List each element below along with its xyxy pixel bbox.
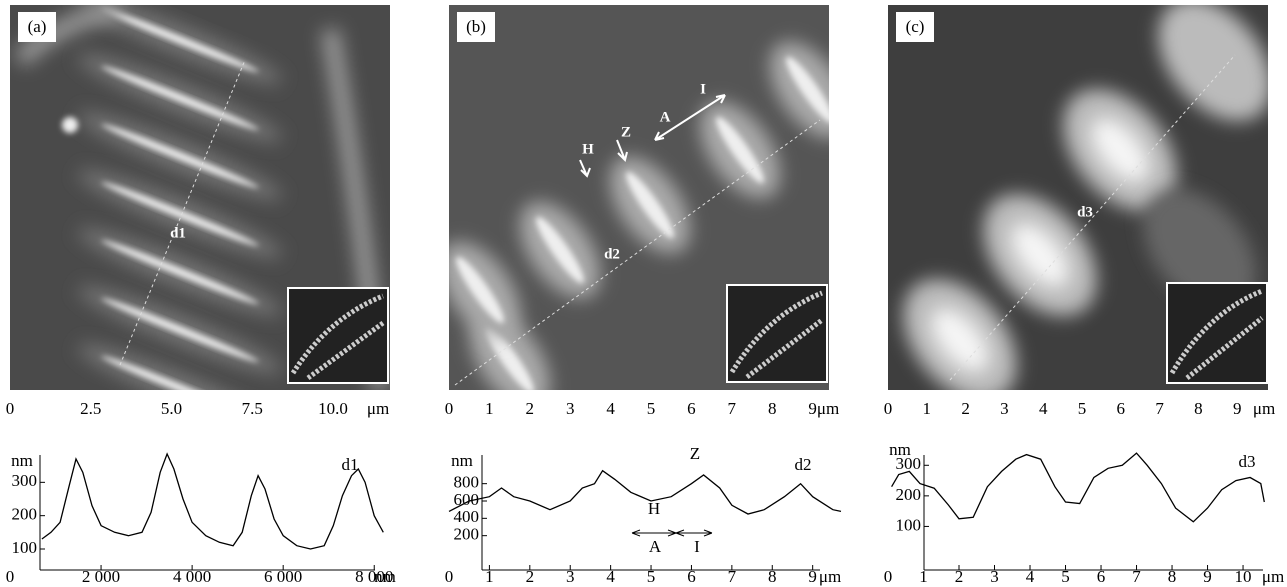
scale-tick-label: 2.5 xyxy=(80,399,101,418)
profile-curve xyxy=(449,471,841,514)
y-unit: nm xyxy=(11,451,33,470)
y-tick-label: 200 xyxy=(12,505,38,524)
profile-annotation: Z xyxy=(690,444,700,463)
x-unit: μm xyxy=(1262,567,1284,586)
image-annotation: I xyxy=(700,81,706,97)
scale-tick-label: 5 xyxy=(1078,399,1087,418)
page: (a)02.55.07.510.0μm(b)0123456789μm(c)012… xyxy=(0,0,1287,587)
x-tick-label: 2 xyxy=(955,567,964,586)
scale-tick-label: 0 xyxy=(445,399,454,418)
inset xyxy=(288,288,388,383)
scale-tick-label: 8 xyxy=(1194,399,1203,418)
y-tick-label: 200 xyxy=(896,485,922,504)
x-tick-label: 5 xyxy=(1061,567,1070,586)
scale-tick-label: 5 xyxy=(647,399,656,418)
panel-label: (b) xyxy=(466,17,486,36)
scale-tick-label: 4 xyxy=(1039,399,1048,418)
afm-image xyxy=(424,5,866,422)
x-tick-label: 0 xyxy=(6,567,15,586)
image-annotation: d3 xyxy=(1077,204,1093,220)
profile-curve xyxy=(892,453,1265,522)
y-tick-label: 300 xyxy=(12,471,38,490)
series-label: d2 xyxy=(795,455,812,474)
image-annotation: H xyxy=(582,141,594,157)
y-tick-label: 200 xyxy=(454,525,480,544)
scale-tick-label: 9 xyxy=(1233,399,1242,418)
scale-tick-label: 10.0 xyxy=(318,399,348,418)
x-tick-label: 0 xyxy=(445,567,454,586)
scale-tick-label: 3 xyxy=(1000,399,1009,418)
arrow xyxy=(632,530,712,536)
image-annotation: A xyxy=(660,109,671,125)
scale-tick-label: 7 xyxy=(1155,399,1164,418)
profile-annotation: H xyxy=(648,499,660,518)
x-tick-label: 4 xyxy=(606,567,615,586)
y-unit: nm xyxy=(451,451,473,470)
x-tick-label: 6 000 xyxy=(264,567,302,586)
scale-tick-label: 2 xyxy=(961,399,970,418)
scale-tick-label: 0 xyxy=(884,399,893,418)
panel-label: (a) xyxy=(28,17,47,36)
scale-tick-label: 7.5 xyxy=(242,399,263,418)
scale-unit: μm xyxy=(817,399,839,418)
scale-tick-label: 6 xyxy=(1117,399,1126,418)
x-tick-label: 3 xyxy=(566,567,575,586)
profile-curve xyxy=(42,454,383,549)
scale-tick-label: 1 xyxy=(923,399,932,418)
x-tick-label: 1 xyxy=(485,567,494,586)
x-tick-label: 3 xyxy=(990,567,999,586)
spot xyxy=(62,117,78,133)
scale-tick-label: 9 xyxy=(808,399,817,418)
x-tick-label: 6 xyxy=(687,567,696,586)
x-tick-label: 9 xyxy=(808,567,817,586)
image-annotation: Z xyxy=(621,124,631,140)
scale-tick-label: 2 xyxy=(526,399,535,418)
x-tick-label: 0 xyxy=(884,567,893,586)
x-unit: nm xyxy=(374,567,396,586)
x-tick-label: 8 xyxy=(1168,567,1177,586)
x-tick-label: 7 xyxy=(1132,567,1141,586)
scale-unit: μm xyxy=(1253,399,1275,418)
scale-unit: μm xyxy=(367,399,389,418)
x-tick-label: 1 xyxy=(919,567,928,586)
x-tick-label: 4 xyxy=(1026,567,1035,586)
y-tick-label: 800 xyxy=(454,473,480,492)
scale-tick-label: 4 xyxy=(606,399,615,418)
x-tick-label: 6 xyxy=(1097,567,1106,586)
scale-tick-label: 8 xyxy=(768,399,777,418)
x-unit: μm xyxy=(819,567,841,586)
series-label: d3 xyxy=(1239,452,1256,471)
x-tick-label: 10 xyxy=(1235,567,1252,586)
afm-image xyxy=(10,0,390,442)
series-label: d1 xyxy=(342,455,359,474)
figure: (a)02.55.07.510.0μm(b)0123456789μm(c)012… xyxy=(0,0,1287,587)
scale-tick-label: 0 xyxy=(6,399,15,418)
scale-tick-label: 5.0 xyxy=(161,399,182,418)
scale-tick-label: 6 xyxy=(687,399,696,418)
y-unit: nm xyxy=(889,440,911,459)
scale-tick-label: 3 xyxy=(566,399,575,418)
profile-annotation: I xyxy=(694,537,700,556)
x-tick-label: 9 xyxy=(1203,567,1212,586)
image-annotation: d2 xyxy=(604,246,620,262)
y-tick-label: 400 xyxy=(454,507,480,526)
image-annotation: d1 xyxy=(170,225,186,241)
x-tick-label: 2 000 xyxy=(82,567,120,586)
y-tick-label: 100 xyxy=(896,515,922,534)
x-tick-label: 8 xyxy=(768,567,777,586)
scale-tick-label: 1 xyxy=(485,399,494,418)
scale-tick-label: 7 xyxy=(728,399,737,418)
y-tick-label: 100 xyxy=(12,538,38,557)
x-tick-label: 2 xyxy=(526,567,535,586)
x-tick-label: 4 000 xyxy=(173,567,211,586)
panel-label: (c) xyxy=(906,17,925,36)
x-tick-label: 5 xyxy=(647,567,656,586)
profile-annotation: A xyxy=(649,537,662,556)
x-tick-label: 7 xyxy=(728,567,737,586)
